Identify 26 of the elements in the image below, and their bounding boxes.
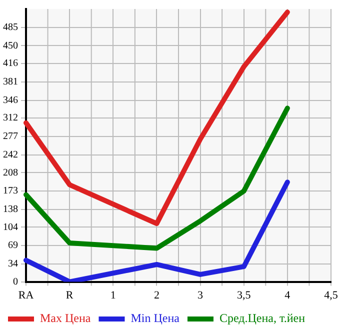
x-tick-label: 4,5 — [324, 289, 338, 302]
y-tick-label: 277 — [3, 131, 18, 142]
y-tick-label: 173 — [3, 186, 18, 197]
x-tick-label: R — [66, 289, 74, 302]
y-tick-label: 450 — [3, 40, 18, 52]
y-tick-label: 485 — [3, 22, 18, 33]
y-tick-label: 208 — [3, 167, 18, 178]
x-tick-label: RA — [18, 289, 34, 302]
legend-label: Сред.Цена, т.йен — [219, 311, 306, 326]
y-tick-label: 138 — [3, 204, 18, 216]
x-tick-label: 3,5 — [236, 289, 252, 302]
x-tick-label: 1 — [110, 289, 116, 302]
y-tick-label: 346 — [3, 94, 18, 106]
y-tick-label: 312 — [3, 112, 18, 124]
legend-label: Max Цена — [40, 311, 92, 326]
x-tick-label: 3 — [198, 289, 204, 302]
y-tick-label: 69 — [8, 240, 18, 252]
y-tick-label: 0 — [13, 276, 18, 288]
legend-label: Min Цена — [130, 311, 180, 326]
x-tick-label: 2 — [154, 289, 160, 302]
y-tick-label: 416 — [3, 58, 18, 70]
y-tick-label: 242 — [3, 149, 18, 160]
y-tick-label: 34 — [8, 258, 18, 270]
x-tick-label: 4 — [284, 289, 291, 302]
y-tick-label: 381 — [3, 76, 18, 88]
y-tick-label: 104 — [3, 222, 18, 233]
